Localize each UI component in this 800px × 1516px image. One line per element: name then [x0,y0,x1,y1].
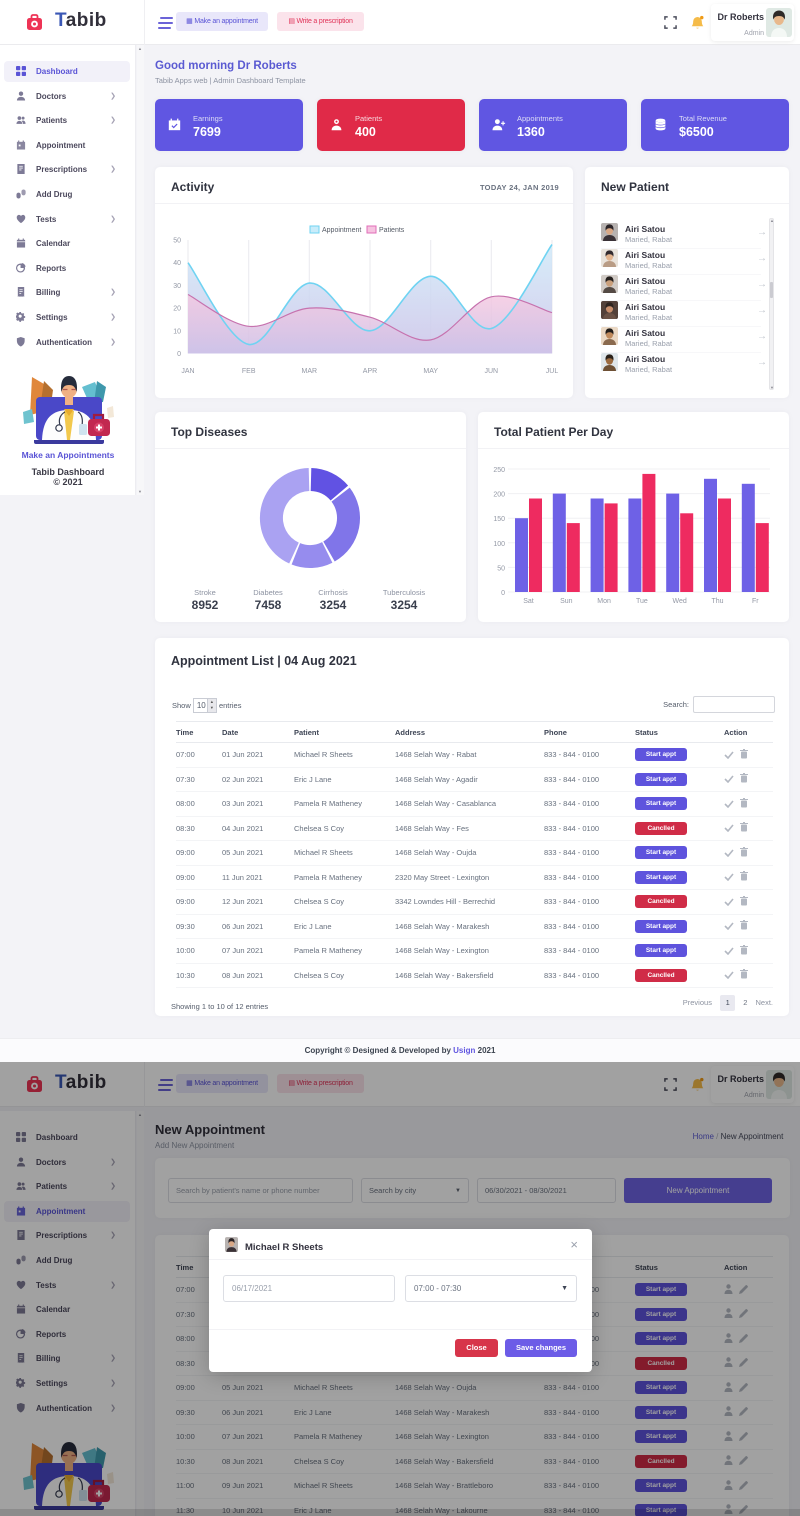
svg-text:JUN: JUN [484,368,498,375]
svg-text:0: 0 [177,351,181,358]
svg-text:7458: 7458 [255,598,282,612]
svg-text:Appointment: Appointment [322,227,361,234]
svg-text:150: 150 [493,516,505,523]
svg-text:250: 250 [493,467,505,474]
svg-text:Tue: Tue [636,598,648,605]
svg-text:Patients: Patients [379,227,405,234]
svg-text:Wed: Wed [673,598,687,605]
svg-text:Mon: Mon [597,598,611,605]
svg-text:JAN: JAN [181,368,194,375]
svg-text:3254: 3254 [320,598,347,612]
svg-text:50: 50 [497,565,505,572]
svg-text:10: 10 [173,328,181,335]
svg-text:8952: 8952 [192,598,219,612]
svg-text:Cirrhosis: Cirrhosis [318,588,348,597]
svg-text:Thu: Thu [711,598,723,605]
svg-text:100: 100 [493,541,505,548]
svg-text:40: 40 [173,260,181,267]
svg-text:FEB: FEB [242,368,256,375]
svg-text:Diabetes: Diabetes [253,588,283,597]
svg-text:20: 20 [173,306,181,313]
svg-text:3254: 3254 [391,598,418,612]
svg-text:Stroke: Stroke [194,588,216,597]
svg-text:Fr: Fr [752,598,759,605]
svg-text:MAY: MAY [423,368,438,375]
svg-text:200: 200 [493,492,505,499]
svg-text:Tuberculosis: Tuberculosis [383,588,425,597]
svg-text:30: 30 [173,283,181,290]
svg-text:APR: APR [363,368,377,375]
svg-text:Sat: Sat [523,598,534,605]
svg-text:50: 50 [173,238,181,245]
svg-text:0: 0 [501,590,505,597]
svg-text:JUL: JUL [546,368,559,375]
svg-text:MAR: MAR [302,368,318,375]
svg-text:Sun: Sun [560,598,573,605]
